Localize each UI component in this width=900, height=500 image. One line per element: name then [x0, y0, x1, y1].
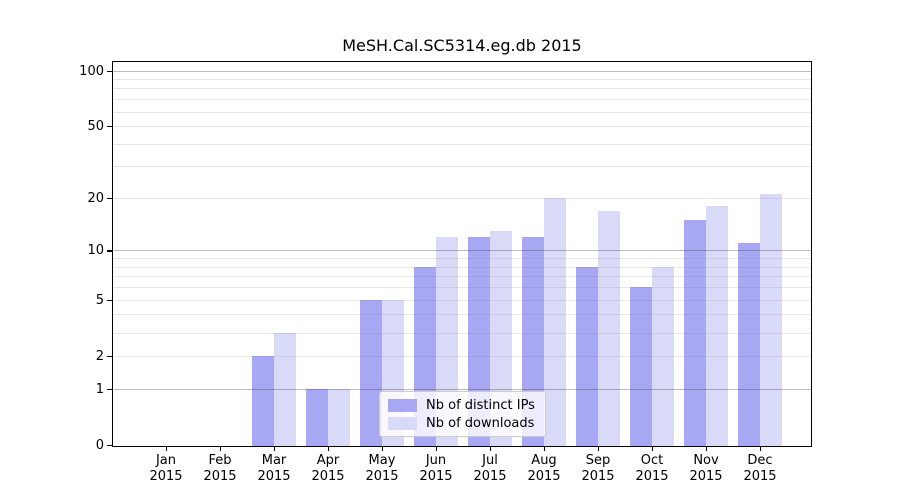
- y-tick-mark-20: [107, 198, 112, 200]
- legend-swatch-distinct-ips-icon: [388, 398, 417, 412]
- bar-distinct-ips-oct: [630, 287, 652, 446]
- x-tick-label-jul: Jul 2015: [463, 453, 517, 485]
- legend-row-distinct-ips: Nb of distinct IPs: [388, 398, 537, 413]
- y-tick-mark-0: [107, 445, 112, 447]
- x-tick-label-oct: Oct 2015: [625, 453, 679, 485]
- bar-downloads-oct: [652, 266, 674, 446]
- y-tick-mark-2: [107, 355, 112, 358]
- bar-downloads-dec: [760, 194, 782, 446]
- x-tick-mark-jun: [436, 447, 438, 451]
- x-tick-label-sep: Sep 2015: [571, 453, 625, 485]
- x-tick-mark-may: [382, 447, 384, 451]
- bar-distinct-ips-mar: [252, 355, 274, 446]
- y-tick-label-1: 1: [95, 381, 104, 397]
- legend-row-downloads: Nb of downloads: [388, 416, 537, 431]
- x-tick-label-jun: Jun 2015: [409, 453, 463, 485]
- x-tick-mark-nov: [706, 447, 708, 451]
- y-tick-mark-100: [107, 70, 112, 72]
- bar-downloads-sep: [598, 210, 620, 446]
- x-tick-label-mar: Mar 2015: [247, 453, 301, 485]
- bar-distinct-ips-apr: [306, 388, 328, 446]
- bar-downloads-aug: [544, 198, 566, 446]
- x-tick-label-apr: Apr 2015: [301, 453, 355, 485]
- bar-distinct-ips-dec: [738, 243, 760, 446]
- x-tick-year-jul: 2015: [473, 469, 507, 484]
- y-tick-label-100: 100: [79, 63, 104, 79]
- x-tick-mark-mar: [274, 447, 276, 451]
- y-tick-label-20: 20: [87, 191, 104, 206]
- x-tick-label-feb: Feb 2015: [193, 453, 247, 485]
- y-tick-label-50: 50: [87, 119, 104, 135]
- x-tick-year-jan: 2015: [149, 469, 183, 484]
- x-tick-year-may: 2015: [365, 469, 399, 484]
- x-tick-mark-apr: [328, 447, 330, 451]
- x-tick-year-aug: 2015: [527, 469, 561, 484]
- x-tick-label-jan: Jan 2015: [139, 453, 193, 485]
- x-tick-year-dec: 2015: [743, 469, 777, 484]
- bar-distinct-ips-may: [360, 299, 382, 446]
- bar-downloads-apr: [328, 388, 350, 446]
- y-tick-mark-5: [107, 299, 112, 302]
- y-tick-label-10: 10: [87, 243, 104, 259]
- x-tick-label-nov: Nov 2015: [679, 453, 733, 485]
- bar-distinct-ips-nov: [684, 220, 706, 446]
- x-tick-mark-jul: [490, 447, 492, 451]
- x-tick-year-jun: 2015: [419, 469, 453, 484]
- y-tick-mark-50: [107, 126, 112, 128]
- y-tick-mark-10: [107, 250, 112, 252]
- y-tick-label-2: 2: [95, 348, 104, 364]
- bar-distinct-ips-sep: [576, 266, 598, 446]
- chart-title: MeSH.Cal.SC5314.eg.db 2015: [342, 36, 582, 55]
- x-tick-year-nov: 2015: [689, 469, 723, 484]
- x-tick-mark-jan: [166, 447, 168, 451]
- legend-label-downloads: Nb of downloads: [426, 415, 535, 431]
- x-tick-year-apr: 2015: [311, 469, 345, 484]
- x-tick-mark-oct: [652, 447, 654, 451]
- x-tick-year-feb: 2015: [203, 469, 237, 484]
- legend-swatch-downloads-icon: [388, 416, 417, 430]
- y-tick-label-5: 5: [95, 292, 104, 308]
- legend: Nb of distinct IPs Nb of downloads: [379, 391, 546, 437]
- x-tick-mark-feb: [220, 447, 222, 451]
- x-tick-mark-dec: [760, 447, 762, 451]
- x-tick-year-mar: 2015: [257, 469, 291, 484]
- x-tick-mark-sep: [598, 447, 600, 451]
- y-tick-label-0: 0: [95, 438, 104, 453]
- x-tick-label-aug: Aug 2015: [517, 453, 571, 485]
- y-tick-mark-1: [107, 388, 112, 391]
- bar-downloads-nov: [706, 206, 728, 446]
- x-tick-year-sep: 2015: [581, 469, 615, 484]
- x-tick-year-oct: 2015: [635, 469, 669, 484]
- x-tick-label-dec: Dec 2015: [733, 453, 787, 485]
- x-tick-label-may: May 2015: [355, 453, 409, 485]
- bar-downloads-mar: [274, 332, 296, 446]
- legend-label-distinct-ips: Nb of distinct IPs: [426, 397, 535, 413]
- plot-area: [112, 61, 812, 447]
- x-tick-mark-aug: [544, 447, 546, 451]
- bars-layer: [113, 62, 811, 446]
